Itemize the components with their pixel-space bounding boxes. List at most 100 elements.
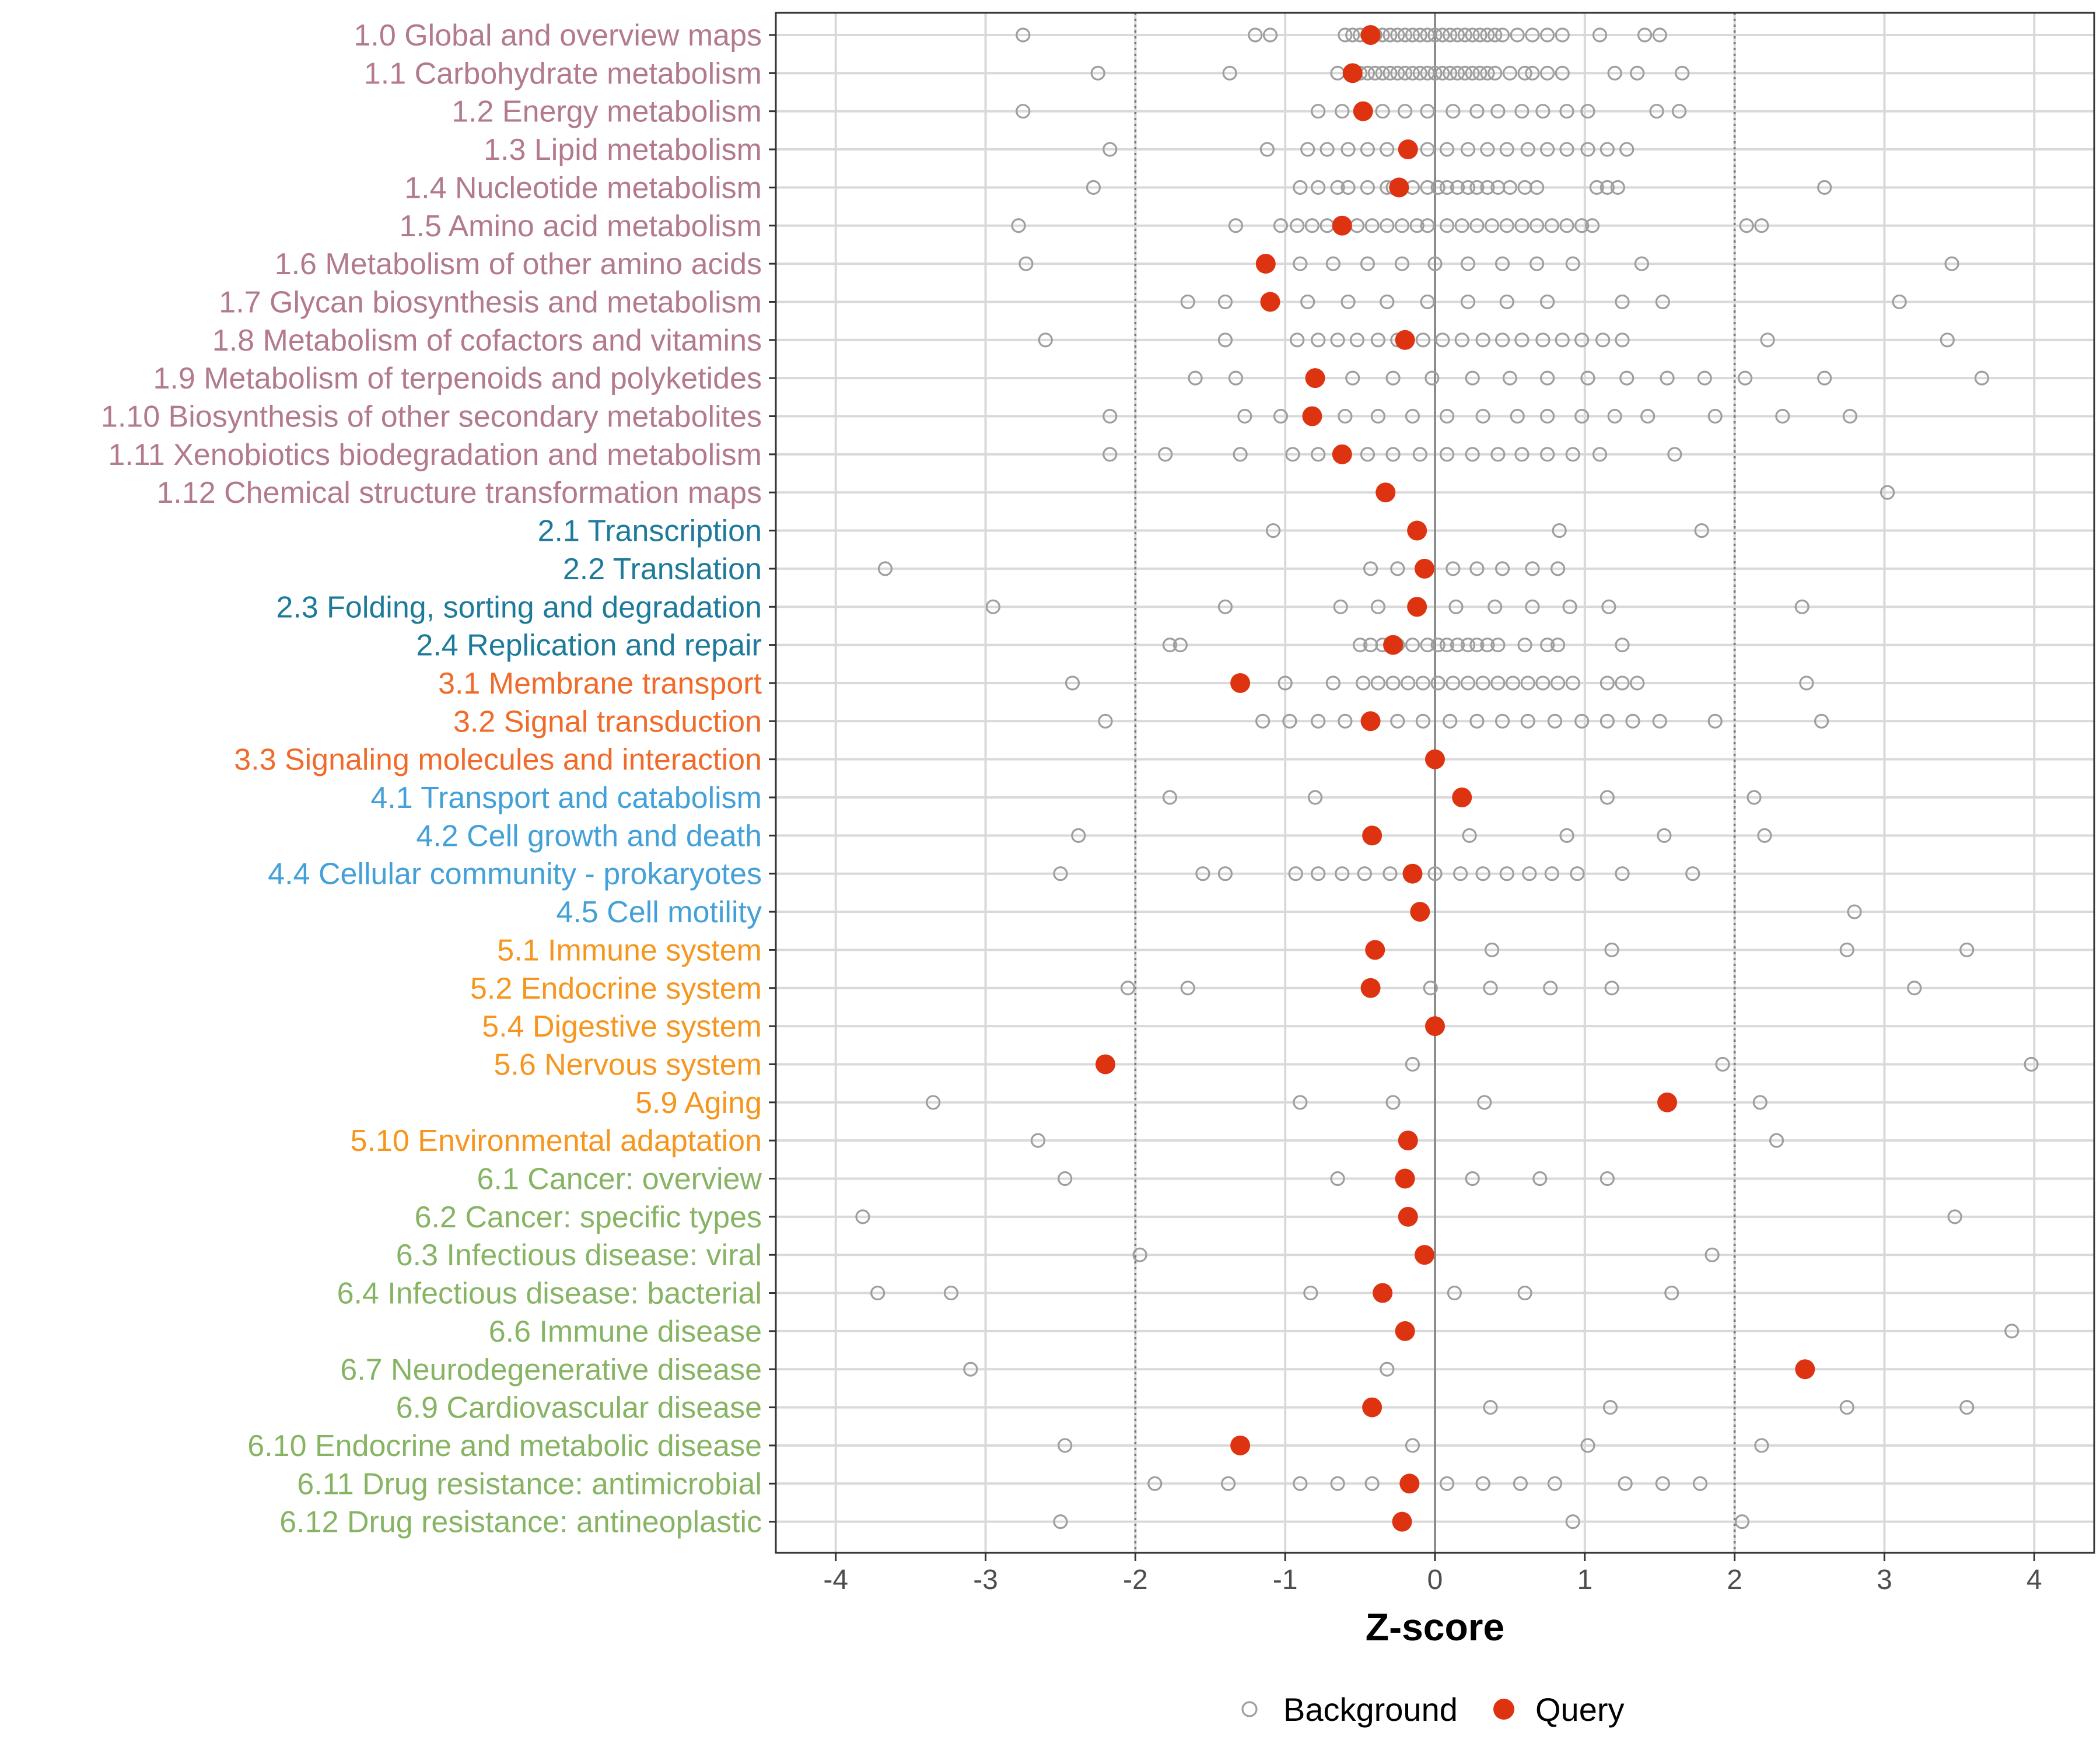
- background-point: [1098, 713, 1113, 729]
- background-point: [1439, 180, 1455, 195]
- background-point: [1530, 218, 1545, 233]
- query-point: [1425, 1016, 1445, 1037]
- x-tick-label: -1: [1273, 1564, 1298, 1595]
- background-point: [1364, 218, 1380, 233]
- x-axis: -4 -3 -2 -1 0 1 2 3 4: [823, 1553, 2042, 1595]
- background-point: [1484, 218, 1500, 233]
- query-point: [1395, 1168, 1415, 1189]
- background-point: [1494, 256, 1510, 271]
- background-point: [1364, 1476, 1380, 1491]
- background-point: [1435, 332, 1450, 348]
- background-point: [1525, 561, 1540, 576]
- background-point: [1370, 332, 1386, 348]
- background-point: [1959, 942, 1975, 958]
- background-point: [1435, 65, 1450, 80]
- background-point: [1540, 370, 1555, 386]
- background-point: [1090, 65, 1105, 80]
- x-axis-title: Z-score: [1366, 1605, 1504, 1648]
- background-point: [1465, 65, 1480, 80]
- background-point: [1604, 981, 1619, 996]
- category-label: 3.1 Membrane transport: [438, 667, 762, 701]
- background-point: [1375, 104, 1390, 119]
- background-point: [1499, 866, 1514, 881]
- background-point: [1019, 256, 1034, 271]
- background-point: [1370, 676, 1386, 691]
- query-point: [1383, 635, 1404, 655]
- query-point: [1332, 215, 1352, 236]
- background-point: [1217, 294, 1233, 310]
- query-point: [1305, 368, 1325, 388]
- background-point: [1469, 104, 1485, 119]
- category-label: 5.4 Digestive system: [482, 1010, 762, 1044]
- background-point: [1363, 561, 1378, 576]
- background-point: [1345, 27, 1360, 43]
- background-point: [1058, 1171, 1073, 1186]
- background-point: [1715, 1056, 1730, 1072]
- background-point: [1615, 866, 1630, 881]
- background-point: [1502, 370, 1518, 386]
- query-points: [1096, 25, 1815, 1532]
- background-point: [1290, 218, 1305, 233]
- background-point: [1162, 637, 1178, 653]
- background-point: [1443, 713, 1458, 729]
- background-point: [1752, 1095, 1768, 1110]
- background-point: [1685, 866, 1700, 881]
- category-label: 5.2 Endocrine system: [470, 972, 762, 1006]
- background-point: [1427, 65, 1443, 80]
- background-point: [1601, 599, 1616, 614]
- background-point: [1370, 599, 1386, 614]
- background-point: [877, 561, 893, 576]
- background-point: [1490, 676, 1506, 691]
- background-point: [1592, 447, 1608, 462]
- background-point: [1469, 218, 1485, 233]
- background-point: [1947, 1209, 1962, 1224]
- background-point: [1443, 27, 1458, 43]
- background-point: [1637, 27, 1653, 43]
- background-point: [1320, 142, 1335, 157]
- category-label: 3.2 Signal transduction: [453, 705, 762, 738]
- background-point: [1420, 218, 1435, 233]
- background-point: [1356, 676, 1371, 691]
- background-point: [1462, 828, 1477, 843]
- background-point: [1439, 218, 1455, 233]
- category-label: 1.12 Chemical structure transformation m…: [156, 476, 762, 510]
- query-point: [1360, 711, 1381, 732]
- query-point: [1332, 444, 1352, 464]
- background-point: [1543, 981, 1558, 996]
- background-point: [1385, 1095, 1401, 1110]
- query-point: [1398, 1130, 1418, 1151]
- background-point: [1307, 790, 1323, 805]
- background-point: [1430, 180, 1446, 195]
- background-point: [1439, 637, 1455, 653]
- background-point: [1817, 370, 1832, 386]
- background-point: [1390, 27, 1405, 43]
- background-point: [1550, 637, 1566, 653]
- background-point: [1734, 1514, 1750, 1530]
- background-point: [1228, 218, 1244, 233]
- query-point: [1096, 1054, 1115, 1074]
- background-point: [1360, 447, 1376, 462]
- background-point: [1555, 332, 1570, 348]
- category-label: 4.5 Cell motility: [556, 895, 762, 929]
- background-point: [1565, 256, 1580, 271]
- background-point: [1071, 828, 1086, 843]
- background-point: [1349, 332, 1365, 348]
- background-point: [1412, 27, 1427, 43]
- category-label: 5.6 Nervous system: [494, 1048, 762, 1082]
- background-point: [1415, 676, 1431, 691]
- background-point: [1259, 142, 1275, 157]
- background-point: [1799, 676, 1814, 691]
- category-label: 6.3 Infectious disease: viral: [396, 1238, 762, 1272]
- background-point: [1570, 866, 1585, 881]
- background-point: [1559, 104, 1574, 119]
- background-point: [1469, 637, 1485, 653]
- background-point: [1394, 218, 1410, 233]
- background-point: [1273, 408, 1289, 424]
- query-point: [1255, 254, 1276, 274]
- background-point: [1330, 332, 1345, 348]
- background-point: [1540, 27, 1555, 43]
- background-point: [2004, 1324, 2020, 1339]
- query-point: [1260, 292, 1280, 312]
- background-point: [1652, 713, 1667, 729]
- background-point: [1460, 256, 1476, 271]
